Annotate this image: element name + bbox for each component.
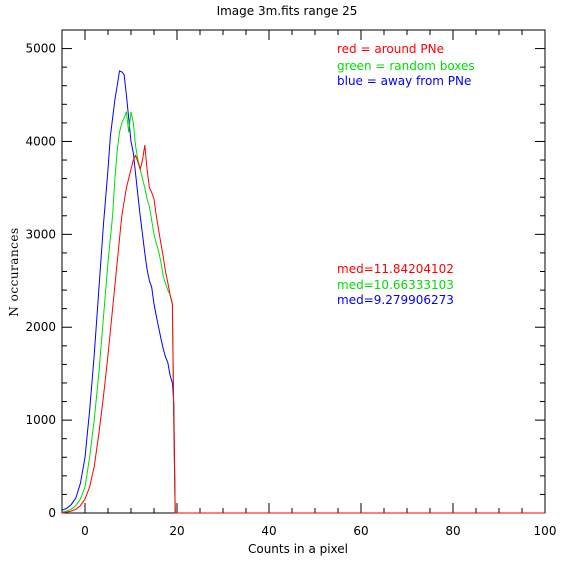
x-tick-label: 0	[81, 524, 89, 538]
median-blue: med=9.279906273	[337, 293, 454, 307]
series-line-red	[61, 145, 545, 514]
y-axis-ticks: 0 1000 2000 3000 4000 5000	[25, 29, 545, 520]
x-tick-label: 40	[261, 524, 276, 538]
series-lines	[61, 70, 545, 514]
y-tick-label: 1000	[25, 413, 56, 427]
series-line-blue	[61, 70, 545, 514]
y-tick-label: 0	[48, 506, 56, 520]
median-annotations: med=11.84204102 med=10.66333103 med=9.27…	[337, 262, 454, 307]
series-line-green	[61, 111, 545, 514]
y-tick-label: 3000	[25, 227, 56, 241]
median-green: med=10.66333103	[337, 278, 454, 292]
y-axis-label: N occurances	[7, 227, 21, 316]
y-tick-label: 5000	[25, 42, 56, 56]
x-tick-label: 100	[534, 524, 557, 538]
legend: red = around PNe green = random boxes bl…	[337, 42, 475, 88]
x-axis-ticks: 0 20 40 60 80 100	[61, 30, 557, 538]
y-tick-label: 2000	[25, 320, 56, 334]
x-axis-label: Counts in a pixel	[248, 542, 348, 556]
median-red: med=11.84204102	[337, 262, 454, 276]
x-tick-label: 60	[353, 524, 368, 538]
x-tick-label: 20	[169, 524, 184, 538]
plot-area-frame	[61, 29, 546, 514]
legend-entry-red: red = around PNe	[337, 42, 444, 56]
legend-entry-blue: blue = away from PNe	[337, 74, 471, 88]
chart-title: Image 3m.fits range 25	[217, 4, 358, 18]
x-tick-label: 80	[445, 524, 460, 538]
y-tick-label: 4000	[25, 134, 56, 148]
legend-entry-green: green = random boxes	[337, 59, 475, 73]
